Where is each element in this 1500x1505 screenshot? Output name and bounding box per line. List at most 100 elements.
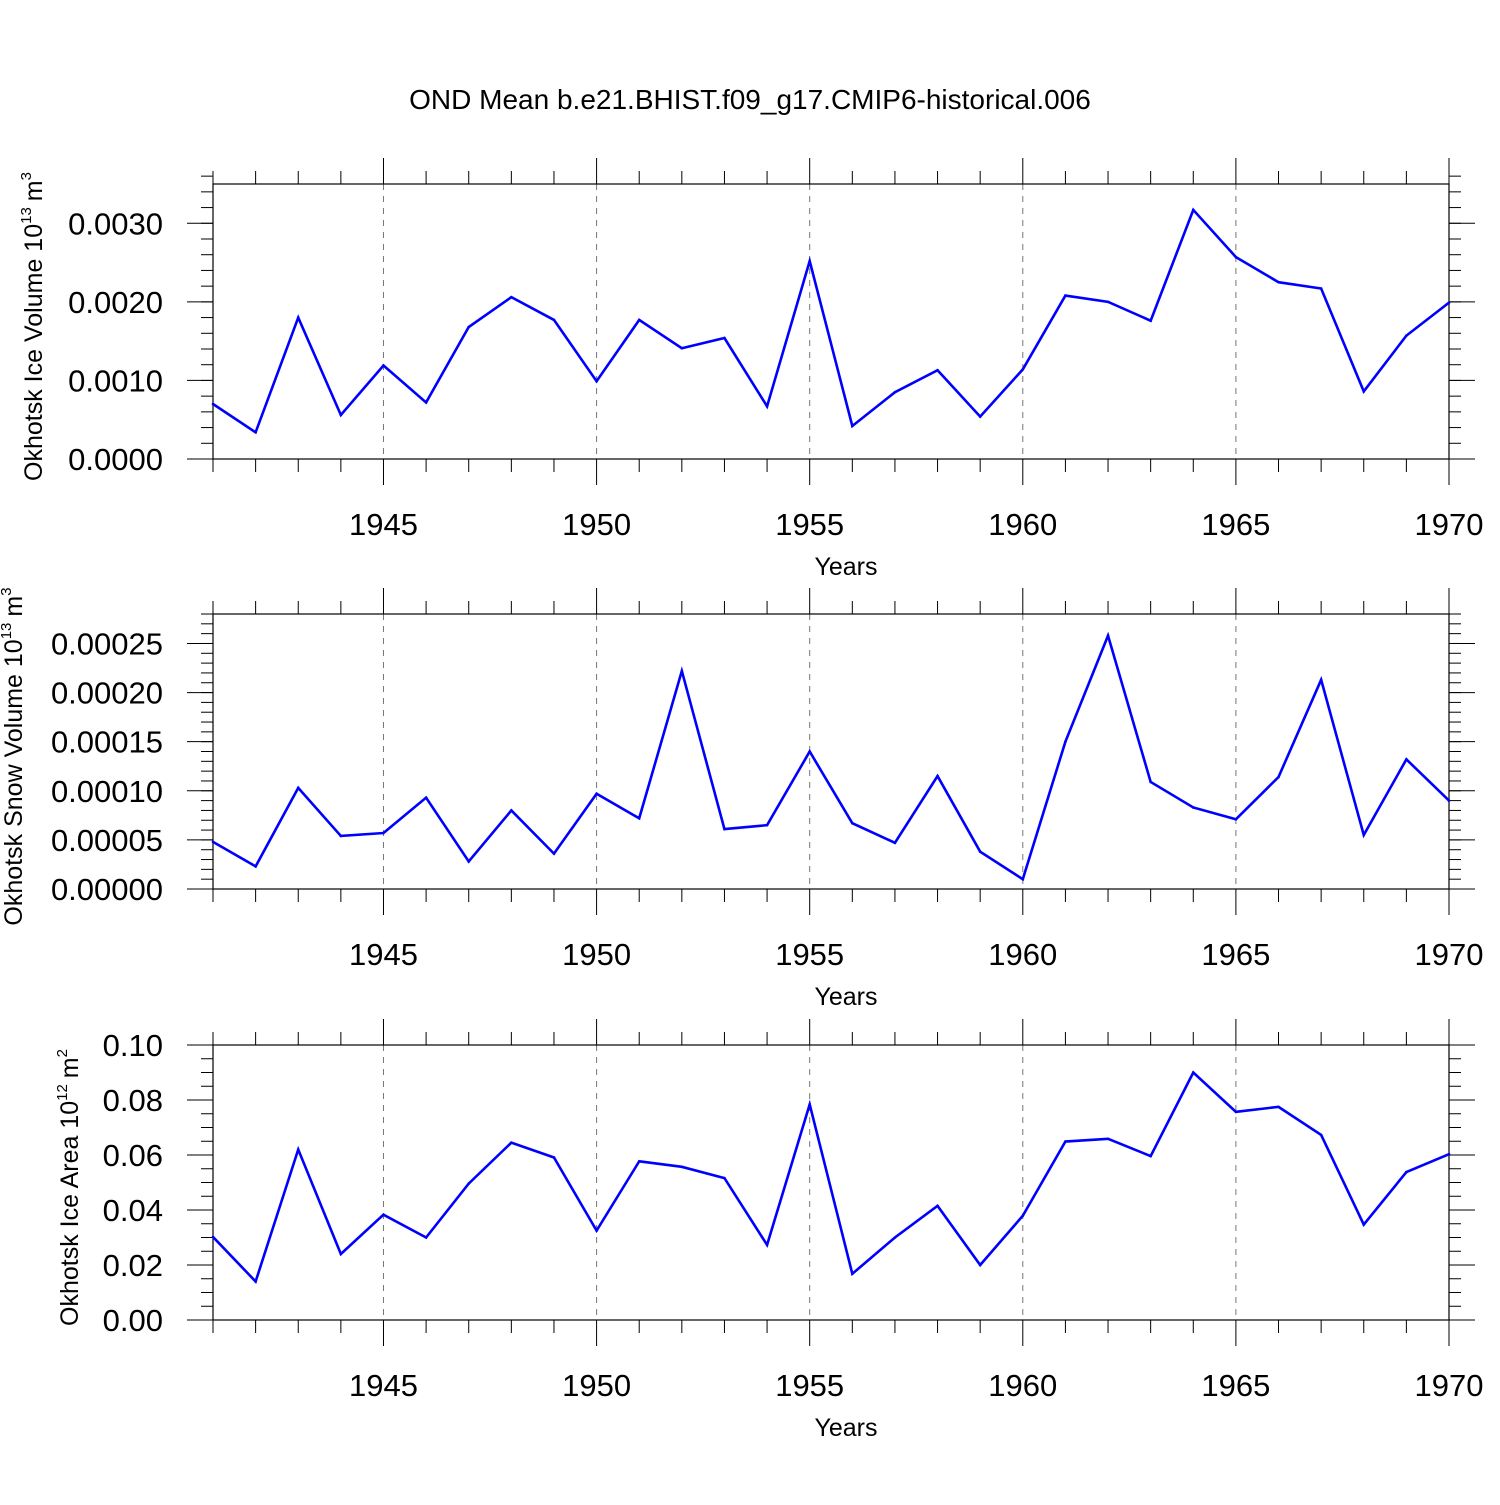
data-point xyxy=(382,364,385,367)
data-point xyxy=(552,1156,556,1159)
series-line xyxy=(212,1070,1450,1284)
x-tick-label: 1955 xyxy=(775,507,844,542)
data-point xyxy=(1447,799,1451,802)
data-point xyxy=(296,316,300,319)
data-point xyxy=(424,796,428,799)
data-point xyxy=(1362,1223,1366,1226)
y-axis-label-exponent: 13 xyxy=(0,623,15,640)
data-point xyxy=(1021,368,1025,371)
y-tick-label: 0.06 xyxy=(103,1138,163,1173)
y-axis-label-unit-exponent: 3 xyxy=(18,172,35,180)
data-point xyxy=(595,792,598,796)
data-point xyxy=(808,259,811,263)
y-axis-label-exponent: 13 xyxy=(18,207,35,224)
data-point xyxy=(382,1213,385,1216)
y-tick-label: 0.00015 xyxy=(51,725,163,760)
data-point xyxy=(1277,280,1280,284)
y-tick-label: 0.04 xyxy=(103,1193,163,1228)
y-tick-label: 0.10 xyxy=(103,1028,163,1063)
y-tick-label: 0.0030 xyxy=(68,206,163,241)
chart-title: OND Mean b.e21.BHIST.f09_g17.CMIP6-histo… xyxy=(409,84,1091,115)
data-point xyxy=(1447,1152,1451,1156)
x-axis-label: Years xyxy=(814,983,877,1011)
data-point xyxy=(936,774,939,778)
x-tick-label: 1955 xyxy=(775,1368,844,1403)
y-axis-label: Okhotsk Snow Volume 1013 m3 xyxy=(0,587,28,925)
data-point xyxy=(510,295,513,299)
data-point xyxy=(1149,319,1152,323)
data-point xyxy=(808,750,811,753)
y-axis-label-unit-exponent: 3 xyxy=(0,587,15,595)
data-point xyxy=(978,1263,982,1267)
data-point xyxy=(467,860,471,863)
y-axis-label-main: Okhotsk Ice Volume 10 xyxy=(20,224,48,481)
data-point xyxy=(851,1272,854,1276)
data-point xyxy=(1447,301,1451,304)
data-point xyxy=(254,1280,257,1283)
x-tick-label: 1950 xyxy=(562,1368,631,1403)
y-axis-label-unit: m xyxy=(56,1057,84,1078)
data-point xyxy=(339,1252,343,1256)
x-tick-label: 1945 xyxy=(349,1368,418,1403)
data-point xyxy=(893,390,897,394)
y-tick-label: 0.02 xyxy=(103,1248,163,1283)
data-point xyxy=(936,1204,939,1208)
data-point xyxy=(680,346,684,350)
x-axis-label: Years xyxy=(814,553,877,581)
data-point xyxy=(1234,255,1238,259)
y-tick-label: 0.0020 xyxy=(68,285,163,320)
data-point xyxy=(1149,780,1152,784)
data-point xyxy=(595,1229,598,1232)
data-point xyxy=(296,786,300,790)
x-tick-label: 1960 xyxy=(988,507,1057,542)
data-point xyxy=(552,318,556,322)
x-tick-label: 1965 xyxy=(1201,507,1270,542)
y-tick-label: 0.08 xyxy=(103,1083,163,1118)
data-point xyxy=(1405,1170,1408,1174)
data-point xyxy=(1277,775,1280,779)
data-point xyxy=(510,1141,513,1144)
x-tick-label: 1950 xyxy=(562,937,631,972)
data-point xyxy=(339,834,343,838)
data-point xyxy=(893,1236,897,1239)
data-point xyxy=(254,430,257,434)
y-axis-label: Okhotsk Ice Area 1012 m2 xyxy=(54,1049,84,1326)
y-tick-label: 0.00010 xyxy=(51,774,163,809)
y-axis-label-unit: m xyxy=(0,596,28,617)
data-point xyxy=(1319,287,1323,290)
data-point xyxy=(1405,758,1408,761)
data-point xyxy=(1064,1140,1067,1143)
y-tick-label: 0.0010 xyxy=(68,363,163,398)
plot-frame xyxy=(212,1044,1450,1321)
data-point xyxy=(1191,1071,1195,1074)
data-point xyxy=(424,401,428,404)
x-tick-label: 1950 xyxy=(562,507,631,542)
data-point xyxy=(851,821,854,825)
data-point xyxy=(1106,1137,1110,1141)
data-point xyxy=(1405,334,1408,337)
data-point xyxy=(1106,300,1110,304)
y-tick-label: 0.0000 xyxy=(68,442,163,477)
data-point xyxy=(893,841,897,845)
y-tick-label: 0.00020 xyxy=(51,676,163,711)
data-point xyxy=(637,318,641,322)
data-point xyxy=(723,1176,726,1180)
data-point xyxy=(339,413,343,417)
data-point xyxy=(211,840,215,844)
panel-2: 1945 1950 1955 1960 1965 1970 Years 0.00000 0.00… xyxy=(0,587,1483,1011)
x-tick-label: 1960 xyxy=(988,937,1057,972)
data-point xyxy=(1362,390,1366,393)
y-axis-label-unit: m xyxy=(20,180,48,201)
plot-frame xyxy=(212,183,1450,460)
data-point xyxy=(382,831,385,835)
data-point xyxy=(467,1182,471,1185)
series-line xyxy=(212,631,1450,882)
x-tick-label: 1965 xyxy=(1201,937,1270,972)
data-point xyxy=(1149,1154,1152,1158)
data-point xyxy=(978,415,982,418)
data-point xyxy=(680,1165,684,1169)
x-tick-label: 1945 xyxy=(349,507,418,542)
data-point xyxy=(467,325,471,329)
